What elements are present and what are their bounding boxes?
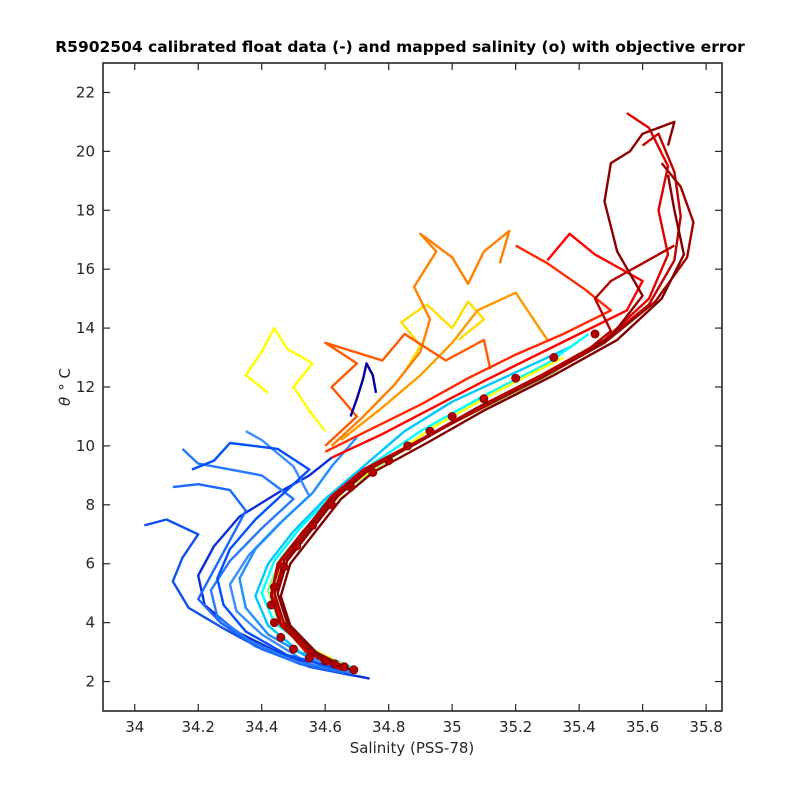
mapped-point-7: [276, 632, 286, 642]
y-axis-label: θ ° C: [56, 368, 74, 406]
mapped-point-21: [479, 394, 489, 404]
mapped-point-2: [339, 662, 349, 672]
series-line-21: [273, 162, 695, 671]
chart-title: R5902504 calibrated float data (-) and m…: [55, 38, 745, 56]
series-line-16: [324, 332, 492, 447]
y-axis: 2 4 6 8 10 12 14 16 18 20 22: [76, 83, 722, 691]
mapped-point-14: [327, 500, 337, 510]
y-tick-label: 4: [85, 614, 95, 632]
y-tick-label: 2: [85, 673, 95, 691]
x-tick-label: 35: [443, 718, 462, 736]
series-line-12: [244, 326, 327, 432]
series-line-1: [197, 456, 370, 680]
mapped-point-22: [511, 373, 521, 383]
series-line-9: [260, 333, 590, 668]
x-tick-label: 35.8: [689, 718, 722, 736]
series-line-14: [330, 229, 511, 447]
mapped-point-23: [549, 353, 559, 362]
mapped-point-12: [292, 541, 302, 551]
y-tick-label: 10: [76, 437, 95, 455]
svg-text:θ° C: θ ° C: [56, 368, 74, 406]
series-line-7: [238, 436, 358, 671]
y-tick-label: 16: [76, 260, 95, 278]
series-line-22: [276, 120, 676, 671]
series-line-25: [349, 362, 378, 417]
y-tick-label: 8: [85, 496, 95, 514]
mapped-point-24: [590, 329, 600, 339]
x-tick-label: 35.4: [562, 718, 595, 736]
mapped-point-8: [269, 618, 279, 628]
series-line-6: [191, 441, 342, 671]
mapped-point-1: [349, 665, 359, 675]
y-tick-label: 20: [76, 142, 95, 160]
x-tick-label: 34.8: [372, 718, 405, 736]
mapped-point-11: [279, 562, 289, 572]
x-tick-label: 35.6: [626, 718, 659, 736]
y-tick-label: 14: [76, 319, 95, 337]
series-line-20: [270, 132, 682, 671]
mapped-point-6: [289, 644, 298, 654]
x-axis-label: Salinity (PSS-78): [350, 739, 475, 757]
mapped-point-10: [269, 582, 279, 592]
plot-area: [143, 112, 695, 680]
series-line-5: [228, 430, 358, 674]
y-axis-label-symbol: θ: [56, 397, 74, 406]
y-tick-label: 12: [76, 378, 95, 396]
x-tick-label: 34.4: [245, 718, 278, 736]
x-tick-label: 34: [125, 718, 144, 736]
y-axis-label-unit: ° C: [56, 368, 74, 391]
y-tick-label: 18: [76, 201, 95, 219]
mapped-point-16: [368, 467, 378, 477]
mapped-point-18: [403, 441, 413, 451]
series-line-24: [279, 174, 686, 674]
mapped-salinity-markers: [266, 329, 600, 675]
series-line-18: [331, 232, 644, 459]
mapped-point-4: [320, 656, 330, 666]
mapped-point-20: [447, 412, 457, 421]
x-tick-label: 34.2: [182, 718, 215, 736]
series-line-17: [324, 244, 613, 453]
y-tick-label: 6: [85, 555, 95, 573]
x-tick-label: 35.2: [499, 718, 532, 736]
series-line-15: [340, 291, 549, 441]
series-line-3: [172, 483, 345, 674]
mapped-point-17: [384, 456, 394, 466]
mapped-point-9: [266, 600, 276, 610]
series-line-19: [273, 112, 670, 671]
mapped-point-13: [308, 520, 317, 530]
axes-frame: [102, 62, 723, 712]
series-line-8: [254, 344, 574, 668]
mapped-point-15: [346, 482, 356, 492]
y-tick-label: 22: [76, 83, 95, 101]
series-line-4: [181, 448, 351, 674]
mapped-point-3: [330, 659, 340, 669]
mapped-point-5: [304, 653, 314, 663]
x-axis: 34 34.2 34.4 34.6 34.8 35 35.2 35.4 35.6 35.8: [125, 63, 723, 736]
x-tick-label: 34.6: [309, 718, 342, 736]
mapped-point-19: [425, 426, 435, 436]
